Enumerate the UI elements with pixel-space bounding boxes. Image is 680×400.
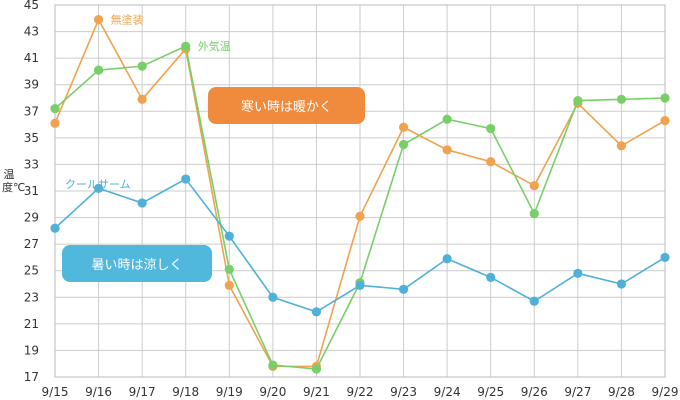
x-tick-label: 9/16	[85, 385, 112, 399]
plot-frame	[54, 4, 666, 378]
data-point	[442, 145, 452, 155]
x-tick-label: 9/20	[259, 385, 286, 399]
y-tick-label: 31	[24, 184, 39, 198]
x-tick-label: 9/28	[608, 385, 635, 399]
series-label: 無塗装	[111, 13, 144, 27]
data-point	[355, 211, 365, 221]
y-tick-label: 19	[24, 343, 39, 357]
data-point	[660, 93, 670, 103]
data-point	[398, 284, 409, 294]
y-tick-label: 17	[24, 370, 39, 384]
x-tick-label: 9/27	[564, 385, 591, 399]
x-tick-label: 9/26	[521, 385, 548, 399]
data-point	[616, 279, 627, 289]
data-point	[93, 65, 104, 75]
data-point	[311, 307, 322, 317]
data-point	[616, 94, 627, 104]
series-label: 外気温	[198, 39, 231, 53]
y-tick-label: 23	[24, 290, 39, 304]
data-point	[573, 96, 583, 106]
annotation-cool: 暑い時は涼しく	[62, 245, 212, 282]
y-tick-label: 29	[24, 211, 39, 225]
data-point	[181, 174, 191, 184]
data-point	[529, 181, 539, 191]
data-point	[529, 296, 539, 306]
x-tick-label: 9/15	[42, 385, 69, 399]
data-point	[660, 252, 670, 263]
series-label: クールサーム	[65, 178, 131, 191]
data-point	[529, 208, 539, 219]
data-point	[486, 157, 496, 167]
y-tick-label: 35	[24, 131, 39, 145]
data-point	[137, 198, 147, 208]
data-point	[50, 104, 60, 114]
y-tick-label: 39	[24, 78, 39, 92]
y-tick-label: 25	[24, 264, 39, 278]
data-point	[268, 360, 278, 370]
x-tick-label: 9/25	[477, 385, 504, 399]
data-point	[573, 268, 583, 278]
data-point	[442, 114, 452, 124]
annotation-warm: 寒い時は暖かく	[208, 87, 365, 124]
data-point	[93, 15, 104, 25]
data-point	[398, 122, 409, 132]
y-tick-label: 41	[24, 51, 39, 65]
data-point	[355, 280, 365, 290]
x-tick-label: 9/18	[172, 385, 199, 399]
y-tick-label: 27	[24, 237, 39, 251]
data-point	[181, 41, 191, 51]
data-point	[660, 115, 670, 126]
y-tick-label: 43	[24, 25, 39, 39]
y-tick-label: 45	[24, 0, 39, 12]
y-tick-label: 21	[24, 317, 39, 331]
data-point	[137, 94, 147, 104]
x-tick-label: 9/17	[129, 385, 156, 399]
data-point	[442, 254, 452, 264]
x-tick-label: 9/24	[434, 385, 461, 399]
data-point	[50, 223, 60, 233]
y-tick-label: 33	[24, 157, 39, 171]
data-point	[93, 183, 104, 193]
data-point	[224, 231, 234, 241]
y-axis-label: 温度℃	[2, 168, 26, 194]
x-tick-label: 9/19	[216, 385, 243, 399]
data-point	[268, 292, 278, 302]
data-point	[224, 264, 234, 274]
data-point	[311, 364, 322, 374]
x-tick-label: 9/22	[347, 385, 374, 399]
x-tick-label: 9/29	[652, 385, 679, 399]
data-point	[486, 272, 496, 282]
data-point	[224, 280, 234, 290]
data-point	[137, 61, 147, 71]
x-tick-label: 9/23	[390, 385, 417, 399]
data-point	[616, 141, 627, 151]
x-tick-label: 9/21	[303, 385, 330, 399]
y-tick-label: 37	[24, 104, 39, 118]
data-point	[486, 123, 496, 134]
data-point	[50, 118, 60, 128]
data-point	[398, 139, 409, 150]
